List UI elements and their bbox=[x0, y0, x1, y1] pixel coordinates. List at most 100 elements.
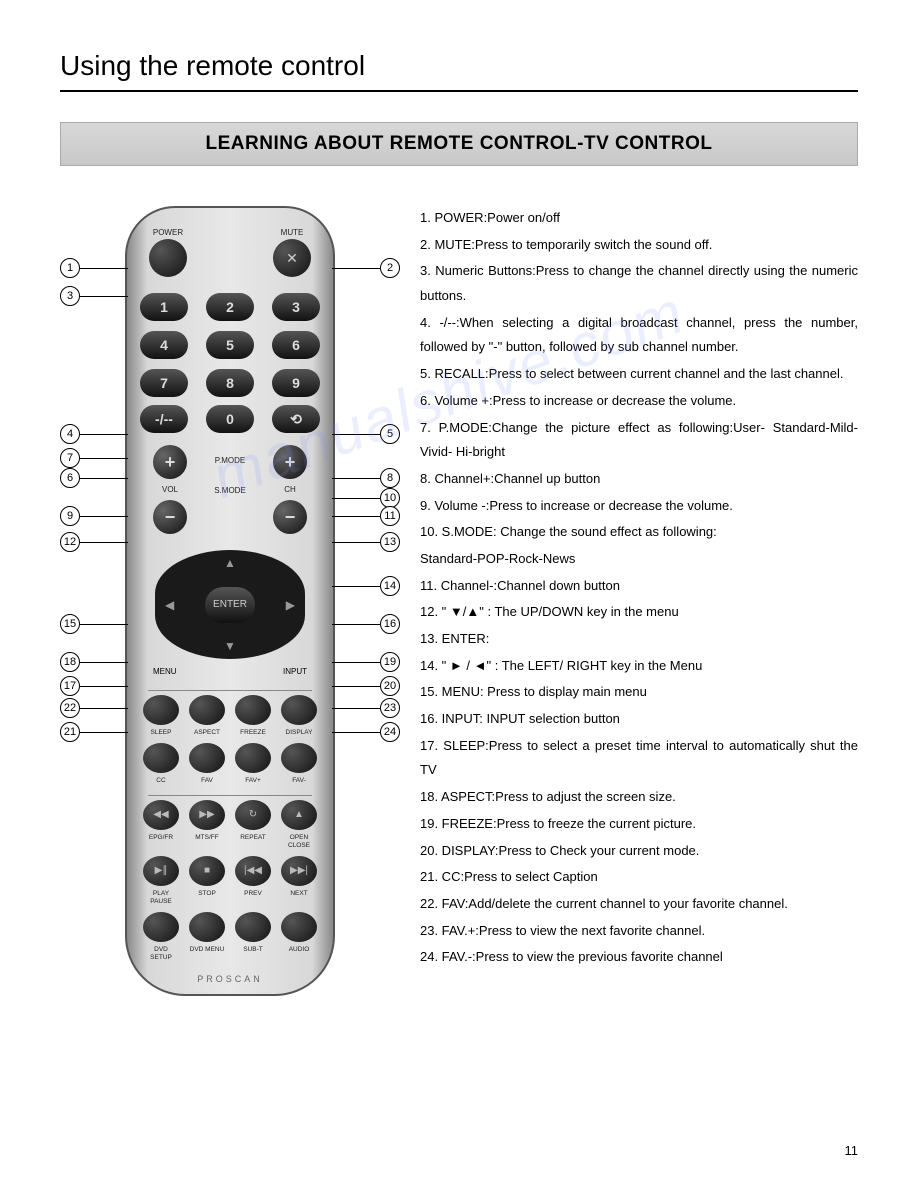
callout-num-7: 7 bbox=[60, 448, 80, 468]
desc-item-4: 5. RECALL:Press to select between curren… bbox=[420, 362, 858, 387]
callout-num-2: 2 bbox=[380, 258, 400, 278]
power-button bbox=[149, 239, 187, 277]
callout-num-15: 15 bbox=[60, 614, 80, 634]
lbl-row-a-lbl-1: ASPECT bbox=[189, 729, 225, 737]
num-8-button: 8 bbox=[206, 369, 254, 397]
lbl-row-c-lbl-1: MTS/FF bbox=[189, 834, 225, 850]
callout-num-4: 4 bbox=[60, 424, 80, 444]
callout-num-21: 21 bbox=[60, 722, 80, 742]
btn-row-e-3 bbox=[281, 912, 317, 942]
desc-item-14: 14. " ► / ◄" : The LEFT/ RIGHT key in th… bbox=[420, 654, 858, 679]
btn-row-b-3 bbox=[281, 743, 317, 773]
callout-21: 21 bbox=[60, 722, 128, 742]
callout-num-9: 9 bbox=[60, 506, 80, 526]
arrow-down-icon: ▼ bbox=[224, 639, 236, 653]
desc-item-5: 6. Volume +:Press to increase or decreas… bbox=[420, 389, 858, 414]
callout-num-22: 22 bbox=[60, 698, 80, 718]
callout-num-23: 23 bbox=[380, 698, 400, 718]
btn-row-d-2: |◀◀ bbox=[235, 856, 271, 886]
desc-item-10: Standard-POP-Rock-News bbox=[420, 547, 858, 572]
num-1-button: 1 bbox=[140, 293, 188, 321]
remote-body: POWER MUTE ✕ 123456789 -/-- 0 ⟲ + VOL − bbox=[125, 206, 335, 996]
callout-18: 18 bbox=[60, 652, 128, 672]
lbl-row-a-lbl-3: DISPLAY bbox=[281, 729, 317, 737]
desc-item-16: 16. INPUT: INPUT selection button bbox=[420, 707, 858, 732]
lbl-row-b-lbl-2: FAV+ bbox=[235, 777, 271, 785]
mute-label: MUTE bbox=[273, 228, 311, 237]
lbl-row-e-lbl-3: AUDIO bbox=[281, 946, 317, 962]
callout-8: 8 bbox=[332, 468, 400, 488]
callout-num-10: 10 bbox=[380, 488, 400, 508]
desc-item-24: 24. FAV.-:Press to view the previous fav… bbox=[420, 945, 858, 970]
lbl-row-d-lbl-3: NEXT bbox=[281, 890, 317, 906]
callout-num-5: 5 bbox=[380, 424, 400, 444]
btn-row-c-0: ◀◀ bbox=[143, 800, 179, 830]
num-3-button: 3 bbox=[272, 293, 320, 321]
numeric-keypad: 123456789 bbox=[140, 293, 320, 397]
callout-11: 11 bbox=[332, 506, 400, 526]
callout-24: 24 bbox=[332, 722, 400, 742]
callout-num-18: 18 bbox=[60, 652, 80, 672]
lbl-row-b-lbl-0: CC bbox=[143, 777, 179, 785]
desc-item-15: 15. MENU: Press to display main menu bbox=[420, 680, 858, 705]
callout-num-20: 20 bbox=[380, 676, 400, 696]
vol-label: VOL bbox=[162, 485, 178, 494]
callout-num-24: 24 bbox=[380, 722, 400, 742]
desc-item-3: 4. -/--:When selecting a digital broadca… bbox=[420, 311, 858, 360]
recall-button: ⟲ bbox=[272, 405, 320, 433]
brand-label: PROSCAN bbox=[197, 974, 263, 984]
callout-23: 23 bbox=[332, 698, 400, 718]
btn-row-a-1 bbox=[189, 695, 225, 725]
menu-label: MENU bbox=[153, 667, 177, 676]
vol-up-button: + bbox=[153, 445, 187, 479]
callout-num-13: 13 bbox=[380, 532, 400, 552]
page-number: 11 bbox=[845, 1143, 859, 1158]
btn-row-a-2 bbox=[235, 695, 271, 725]
callout-num-1: 1 bbox=[60, 258, 80, 278]
callout-17: 17 bbox=[60, 676, 128, 696]
callout-16: 16 bbox=[332, 614, 400, 634]
btn-row-b-0 bbox=[143, 743, 179, 773]
lbl-row-b-lbl-3: FAV- bbox=[281, 777, 317, 785]
btn-row-e-2 bbox=[235, 912, 271, 942]
btn-row-d-0: ▶∥ bbox=[143, 856, 179, 886]
section-banner: LEARNING ABOUT REMOTE CONTROL-TV CONTROL bbox=[60, 122, 858, 166]
num-6-button: 6 bbox=[272, 331, 320, 359]
lbl-row-d-lbl-1: STOP bbox=[189, 890, 225, 906]
callout-6: 6 bbox=[60, 468, 128, 488]
enter-button: ENTER bbox=[205, 587, 255, 623]
callout-num-17: 17 bbox=[60, 676, 80, 696]
btn-row-c-2: ↻ bbox=[235, 800, 271, 830]
callout-num-11: 11 bbox=[380, 506, 400, 526]
nav-pad: ▲ ▼ ◀ ▶ ENTER bbox=[155, 550, 305, 659]
callout-3: 3 bbox=[60, 286, 128, 306]
num-9-button: 9 bbox=[272, 369, 320, 397]
mute-button: ✕ bbox=[273, 239, 311, 277]
callout-1: 1 bbox=[60, 258, 128, 278]
callout-num-6: 6 bbox=[60, 468, 80, 488]
lbl-row-d-lbl-0: PLAY PAUSE bbox=[143, 890, 179, 906]
lbl-row-c-lbl-2: REPEAT bbox=[235, 834, 271, 850]
lbl-row-e-lbl-2: SUB-T bbox=[235, 946, 271, 962]
btn-row-e-0 bbox=[143, 912, 179, 942]
desc-item-0: 1. POWER:Power on/off bbox=[420, 206, 858, 231]
page-title: Using the remote control bbox=[60, 50, 858, 92]
desc-item-22: 22. FAV:Add/delete the current channel t… bbox=[420, 892, 858, 917]
desc-item-2: 3. Numeric Buttons:Press to change the c… bbox=[420, 259, 858, 308]
callout-num-16: 16 bbox=[380, 614, 400, 634]
lbl-row-e-lbl-1: DVD MENU bbox=[189, 946, 225, 962]
callout-num-8: 8 bbox=[380, 468, 400, 488]
desc-item-20: 20. DISPLAY:Press to Check your current … bbox=[420, 839, 858, 864]
callout-13: 13 bbox=[332, 532, 400, 552]
power-label: POWER bbox=[149, 228, 187, 237]
ch-down-button: − bbox=[273, 500, 307, 534]
btn-row-a-0 bbox=[143, 695, 179, 725]
btn-row-b-2 bbox=[235, 743, 271, 773]
dash-button: -/-- bbox=[140, 405, 188, 433]
desc-item-18: 18. ASPECT:Press to adjust the screen si… bbox=[420, 785, 858, 810]
lbl-row-e-lbl-0: DVD SETUP bbox=[143, 946, 179, 962]
ch-label: CH bbox=[284, 485, 296, 494]
arrow-right-icon: ▶ bbox=[286, 598, 295, 612]
desc-item-6: 7. P.MODE:Change the picture effect as f… bbox=[420, 416, 858, 465]
desc-item-19: 19. FREEZE:Press to freeze the current p… bbox=[420, 812, 858, 837]
